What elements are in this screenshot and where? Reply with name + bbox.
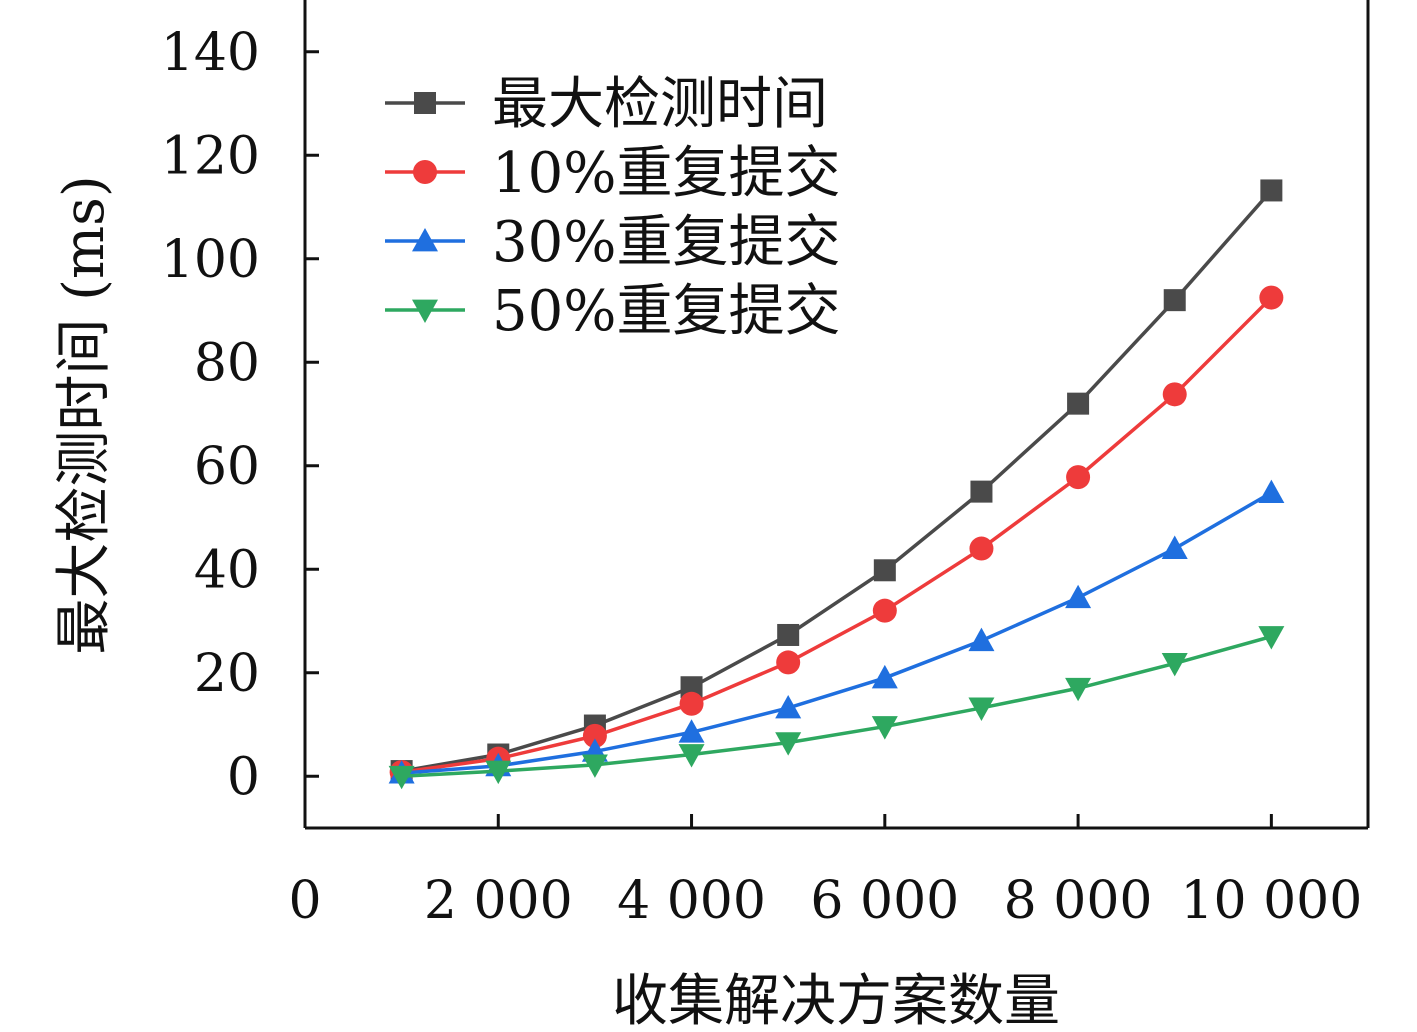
y-axis: 0 20 40 60 80 100 120 140: [161, 23, 319, 807]
y-tick-label: 60: [194, 437, 260, 497]
data-point: [968, 627, 995, 652]
x-tick-label: 4 000: [617, 871, 766, 931]
series-line: [401, 296, 1273, 774]
data-point: [1260, 179, 1283, 202]
data-point: [968, 697, 995, 721]
data-point: [1162, 382, 1187, 407]
x-axis-title: 收集解决方案数量: [612, 969, 1060, 1032]
series-4: [388, 626, 1285, 790]
data-point: [581, 754, 608, 778]
legend-marker: [413, 160, 437, 184]
x-tick-label: 10 000: [1180, 871, 1362, 931]
series-line: [401, 491, 1273, 775]
plot-area: [303, 0, 1370, 830]
data-point: [1259, 285, 1284, 310]
data-point: [969, 536, 994, 561]
data-point: [1163, 289, 1186, 312]
legend-item: 50%重复提交: [385, 279, 840, 344]
series-2: [389, 285, 1284, 785]
legend-marker: [414, 92, 436, 114]
data-point: [970, 480, 993, 503]
data-point: [1161, 653, 1188, 677]
y-axis-title: 最大检测时间 (ms): [52, 175, 117, 654]
data-point: [679, 691, 704, 716]
x-tick-label: 0: [288, 871, 321, 931]
legend-marker: [412, 299, 438, 323]
series-line: [401, 189, 1273, 773]
legend-item: 30%重复提交: [385, 210, 840, 275]
data-point: [872, 598, 897, 623]
y-tick-label: 0: [227, 747, 260, 807]
legend-item: 最大检测时间: [385, 72, 828, 137]
x-tick-label: 2 000: [424, 871, 573, 931]
data-point: [871, 716, 898, 740]
data-point: [1065, 677, 1092, 702]
data-point: [678, 719, 705, 743]
data-point: [1258, 479, 1285, 504]
data-point: [1161, 535, 1188, 559]
y-tick-label: 40: [194, 540, 260, 600]
y-tick-label: 20: [194, 644, 260, 704]
series-line: [401, 634, 1272, 778]
series-3: [388, 479, 1285, 784]
y-tick-label: 120: [161, 126, 260, 186]
data-point: [485, 760, 512, 785]
x-tick-label: 8 000: [1004, 871, 1153, 931]
data-point: [1258, 626, 1285, 650]
x-tick-label: 6 000: [810, 871, 959, 931]
data-point: [388, 765, 415, 790]
x-axis: 0 2 000 4 000 6 000 8 000 10 000: [288, 814, 1362, 931]
data-point: [775, 694, 802, 719]
legend-label: 30%重复提交: [492, 210, 840, 275]
data-point: [680, 676, 703, 699]
legend-label: 最大检测时间: [492, 72, 828, 137]
data-point: [1067, 392, 1090, 415]
data-point: [582, 723, 607, 748]
data-point: [871, 664, 898, 689]
legend-label: 10%重复提交: [492, 141, 840, 206]
y-tick-label: 140: [161, 23, 260, 83]
data-point: [775, 732, 802, 756]
data-point: [776, 650, 801, 675]
legend-marker: [412, 228, 438, 252]
data-point: [678, 744, 705, 768]
series-layer: [388, 179, 1285, 790]
data-point: [777, 623, 800, 646]
data-point: [1065, 584, 1092, 609]
y-tick-label: 100: [161, 230, 260, 290]
data-point: [1066, 465, 1091, 490]
legend-label: 50%重复提交: [492, 279, 840, 344]
y-tick-label: 80: [194, 333, 260, 393]
data-point: [873, 559, 896, 582]
legend-item: 10%重复提交: [385, 141, 840, 206]
